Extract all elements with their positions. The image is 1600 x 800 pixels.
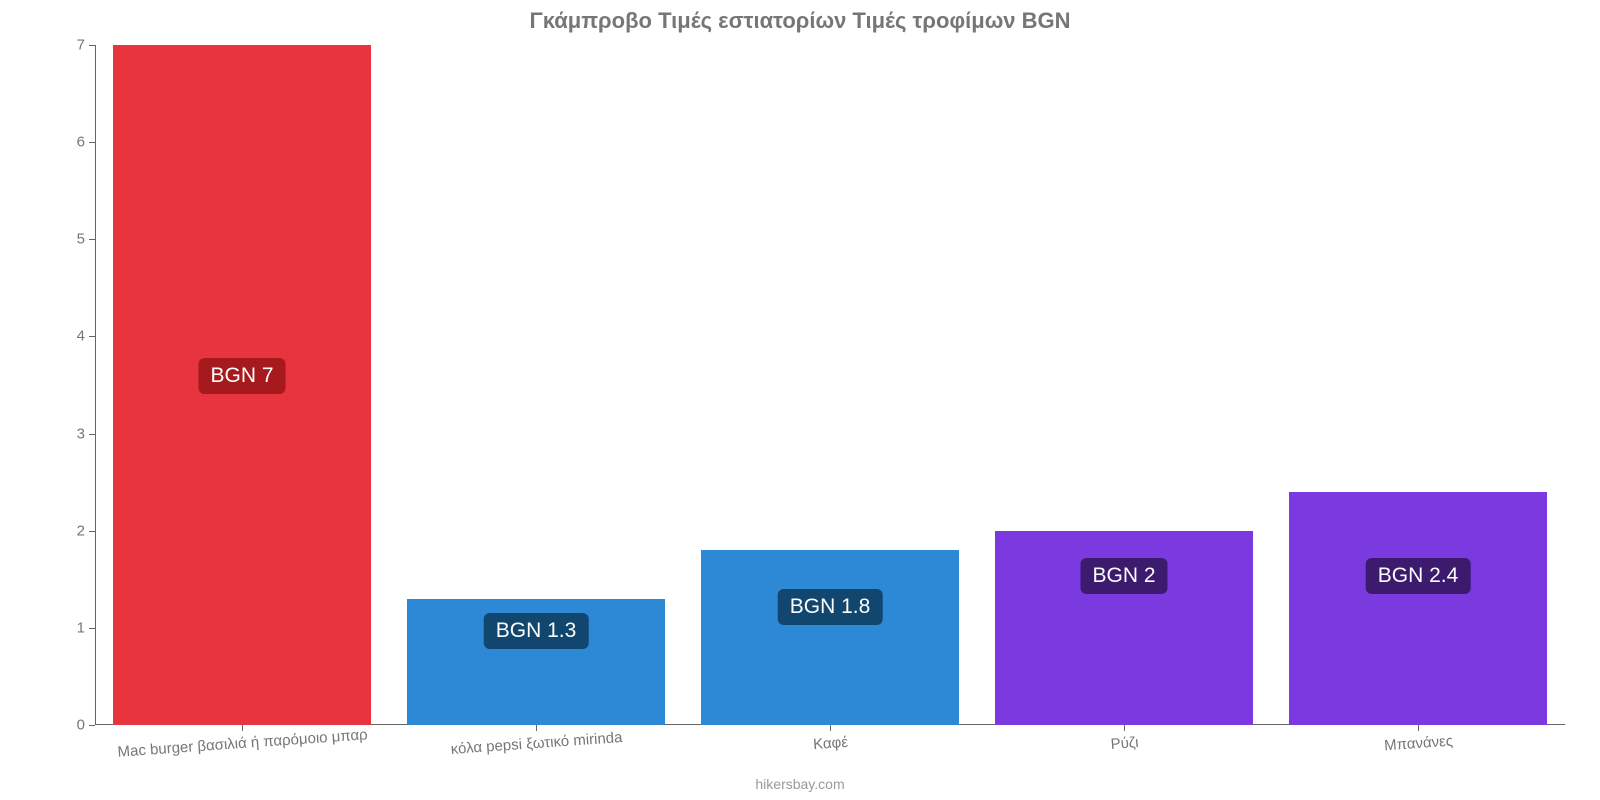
bar-value-label: BGN 1.3 <box>484 613 589 649</box>
y-tick <box>89 336 95 337</box>
bar-value-label: BGN 1.8 <box>778 589 883 625</box>
bar-value-label: BGN 2.4 <box>1366 558 1471 594</box>
x-tick-label: κόλα pepsi ξωτικό mirinda <box>450 729 623 758</box>
bar-value-label: BGN 7 <box>198 358 285 394</box>
x-tick <box>242 725 243 731</box>
y-tick-label: 7 <box>77 37 85 54</box>
x-tick-label: Ρύζι <box>1110 734 1139 753</box>
x-tick-label: Μπανάνες <box>1384 733 1454 755</box>
y-tick <box>89 142 95 143</box>
y-tick-label: 1 <box>77 619 85 636</box>
bar <box>701 550 960 725</box>
y-tick-label: 6 <box>77 134 85 151</box>
bar-value-label: BGN 2 <box>1080 558 1167 594</box>
x-tick-label: Καφέ <box>813 734 849 753</box>
y-tick <box>89 628 95 629</box>
plot-area: 01234567Mac burger βασιλιά ή παρόμοιο μπ… <box>95 45 1565 725</box>
y-tick-label: 4 <box>77 328 85 345</box>
x-tick-label: Mac burger βασιλιά ή παρόμοιο μπαρ <box>117 726 368 760</box>
bar <box>1289 492 1548 725</box>
x-tick <box>1418 725 1419 731</box>
y-tick <box>89 725 95 726</box>
y-tick <box>89 45 95 46</box>
y-tick <box>89 239 95 240</box>
y-tick <box>89 434 95 435</box>
chart-title: Γκάμπροβο Τιμές εστιατορίων Τιμές τροφίμ… <box>0 8 1600 34</box>
y-tick <box>89 531 95 532</box>
x-tick <box>830 725 831 731</box>
y-tick-label: 0 <box>77 717 85 734</box>
x-tick <box>1124 725 1125 731</box>
y-tick-label: 3 <box>77 425 85 442</box>
attribution-text: hikersbay.com <box>0 776 1600 792</box>
price-bar-chart: Γκάμπροβο Τιμές εστιατορίων Τιμές τροφίμ… <box>0 0 1600 800</box>
y-axis-line <box>95 45 96 725</box>
x-tick <box>536 725 537 731</box>
y-tick-label: 2 <box>77 522 85 539</box>
y-tick-label: 5 <box>77 231 85 248</box>
